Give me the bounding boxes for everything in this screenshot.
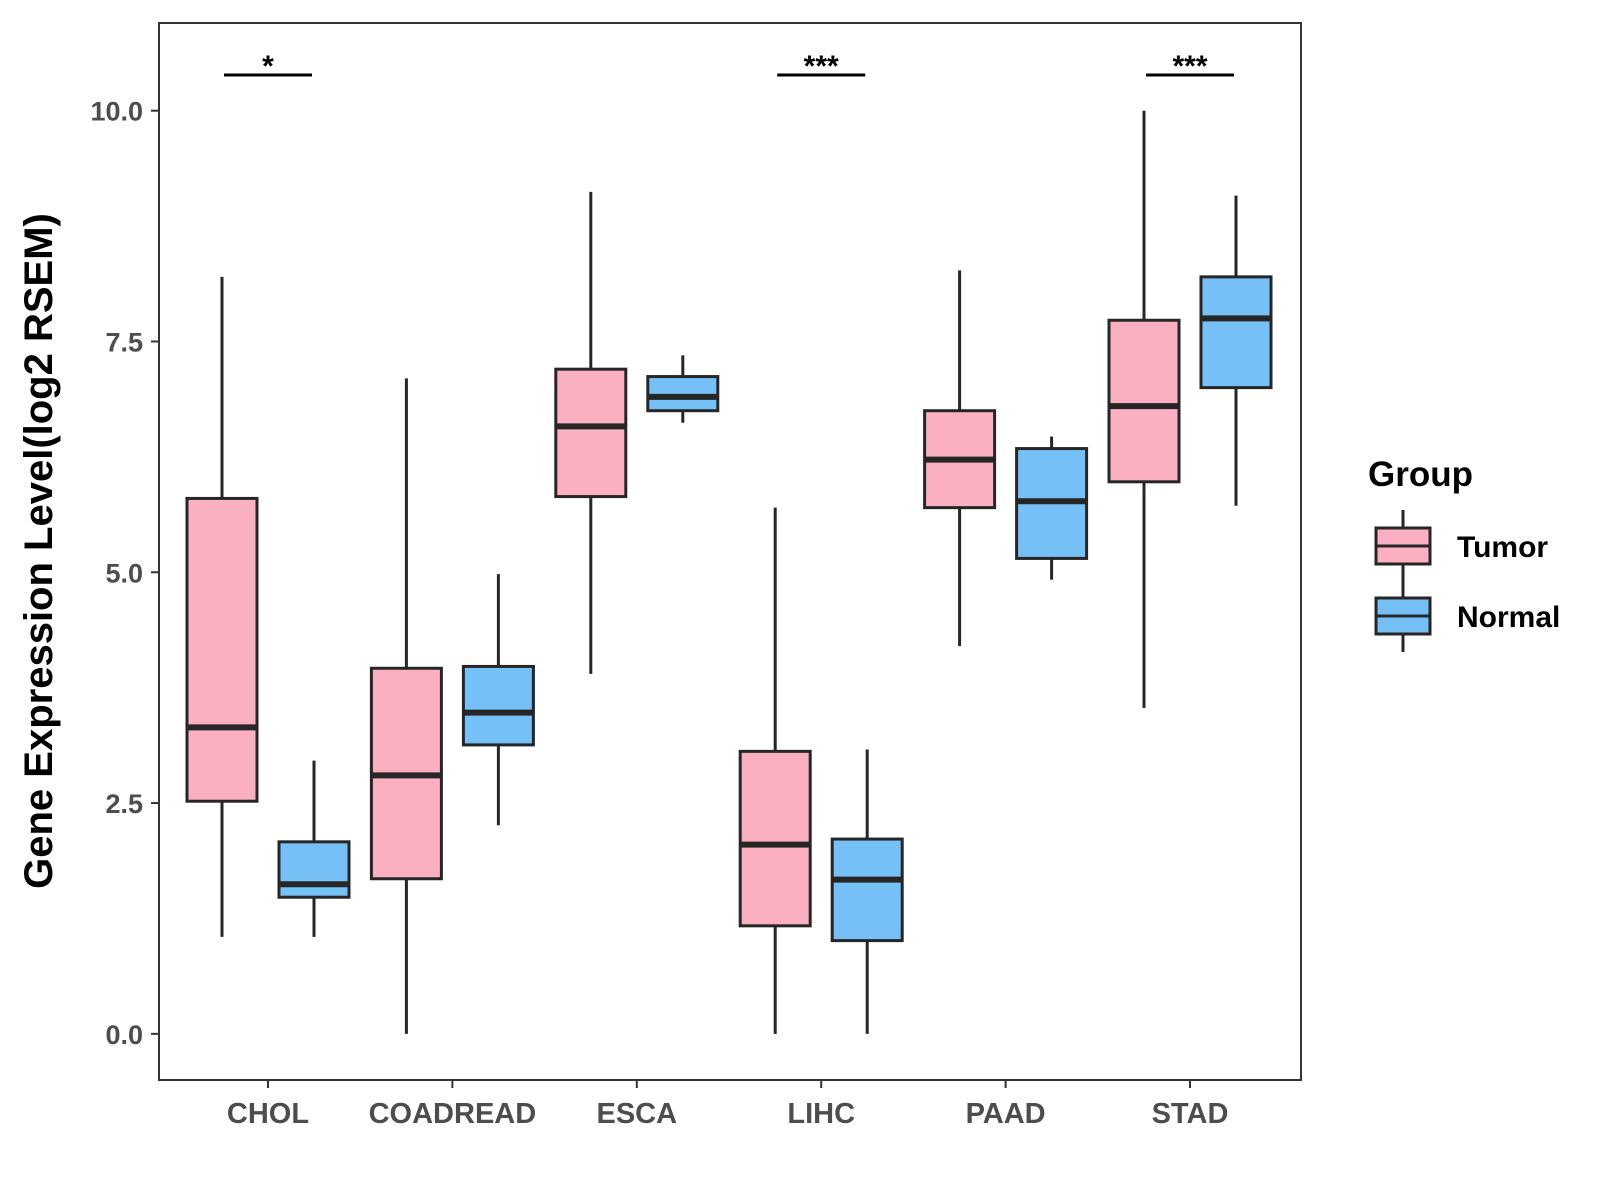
y-tick-label-0: 0.0 <box>105 1020 143 1050</box>
plot-area: * *** *** <box>185 50 1273 1034</box>
legend-tumor-label: Tumor <box>1457 531 1548 564</box>
legend-normal-label: Normal <box>1457 601 1560 634</box>
x-tick-label-esca: ESCA <box>597 1098 678 1130</box>
significance-label-stad: *** <box>1172 50 1207 83</box>
y-tick-label-2: 5.0 <box>105 558 143 588</box>
normal-chol-box <box>277 840 351 899</box>
normal-stad-box <box>1199 275 1273 390</box>
y-tick-label-4: 10.0 <box>90 97 143 127</box>
normal-esca-box <box>646 375 720 413</box>
x-tick-label-stad: STAD <box>1152 1098 1229 1130</box>
tumor-lihc-box <box>738 749 812 928</box>
legend-title: Group <box>1368 455 1473 494</box>
y-tick-label-3: 7.5 <box>105 327 143 357</box>
x-tick-label-lihc: LIHC <box>787 1098 855 1130</box>
x-tick-label-paad: PAAD <box>966 1098 1046 1130</box>
tumor-chol-box <box>185 496 259 803</box>
y-axis-title: Gene Expression Level(log2 RSEM) <box>17 213 61 889</box>
plot-panel-border <box>158 22 1302 1081</box>
normal-coadread-box <box>461 664 535 747</box>
normal-lihc-box <box>830 837 904 943</box>
x-tick-label-chol: CHOL <box>227 1098 309 1130</box>
axes: 0.0 2.5 5.0 7.5 10.0 CHOL COADREAD ESCA LIHC PAAD… <box>90 97 1228 1130</box>
significance-label-chol: * <box>262 50 274 83</box>
x-tick-label-coadread: COADREAD <box>369 1098 537 1130</box>
tumor-stad-box <box>1107 318 1181 484</box>
significance-label-lihc: *** <box>804 50 839 83</box>
tumor-esca-box <box>554 367 628 499</box>
plot-panel-background <box>159 23 1301 1080</box>
y-tick-label-1: 2.5 <box>105 789 143 819</box>
legend: Group Tumor Normal <box>1368 455 1560 652</box>
